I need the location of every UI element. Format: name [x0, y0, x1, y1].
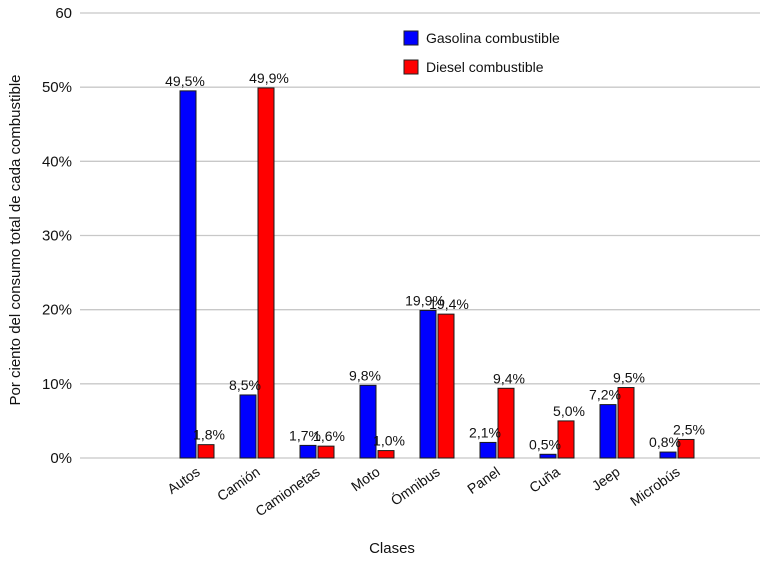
y-tick-label: 10%	[42, 376, 72, 393]
data-label-gasolina: 9,8%	[349, 367, 381, 383]
x-category-label: Microbús	[627, 463, 683, 509]
x-category-label: Camión	[214, 463, 263, 504]
data-label-diesel: 1,6%	[313, 428, 345, 444]
legend-swatch-gasolina	[403, 30, 419, 46]
bar-diesel	[317, 445, 335, 459]
x-category-label: Ómnibus	[388, 463, 443, 508]
x-category-label: Camionetas	[252, 463, 322, 519]
legend-label-diesel: Diesel combustible	[426, 59, 544, 75]
data-label-diesel: 49,9%	[249, 70, 289, 86]
y-axis-ticks: 0% 10% 20% 30% 40% 50% 60	[42, 5, 72, 467]
bar-gasolina	[599, 404, 617, 459]
bar-gasolina	[539, 453, 557, 459]
bar-diesel	[437, 313, 455, 459]
data-label-diesel: 5,0%	[553, 403, 585, 419]
y-tick-label: 30%	[42, 228, 72, 245]
data-label-gasolina: 49,5%	[165, 73, 205, 89]
bar-diesel	[617, 387, 635, 459]
data-label-gasolina: 8,5%	[229, 377, 261, 393]
legend-label-gasolina: Gasolina combustible	[426, 30, 560, 46]
y-tick-label: 0%	[50, 450, 72, 467]
bar-gasolina	[239, 394, 257, 459]
x-axis-title: Clases	[369, 540, 415, 557]
bar-diesel	[677, 438, 695, 459]
bar-gasolina	[659, 451, 677, 459]
x-category-label: Moto	[348, 463, 383, 494]
data-label-gasolina: 0,8%	[649, 434, 681, 450]
data-label-gasolina: 1,7%	[289, 427, 321, 443]
y-tick-label: 20%	[42, 302, 72, 319]
bar-diesel	[557, 420, 575, 459]
data-label-diesel: 19,4%	[429, 296, 469, 312]
data-label-gasolina: 19,9%	[405, 292, 445, 308]
data-label-diesel: 1,8%	[193, 427, 225, 443]
x-category-label: Cuña	[526, 463, 563, 495]
bar-diesel	[197, 444, 215, 459]
data-label-diesel: 9,5%	[613, 370, 645, 386]
bar-gasolina	[359, 384, 377, 459]
x-category-label: Jeep	[589, 463, 623, 494]
bar-diesel	[377, 450, 395, 459]
bars	[179, 87, 695, 459]
bar-gasolina	[299, 444, 317, 459]
data-label-gasolina: 0,5%	[529, 436, 561, 452]
bar-diesel	[497, 387, 515, 459]
data-label-diesel: 2,5%	[673, 421, 705, 437]
bar-gasolina	[479, 441, 497, 459]
x-category-label: Panel	[464, 463, 503, 497]
data-label-diesel: 9,4%	[493, 370, 525, 386]
y-tick-label: 40%	[42, 153, 72, 170]
y-axis-title: Por ciento del consumo total de cada com…	[7, 74, 24, 405]
bar-diesel	[257, 87, 275, 459]
data-labels: 49,5% 1,8% 8,5% 49,9% 1,7%1,6% 9,8% 1,0% 19,9%1…	[165, 70, 705, 452]
data-label-gasolina: 2,1%	[469, 424, 501, 440]
y-tick-label: 60	[55, 5, 72, 22]
bar-gasolina	[419, 309, 437, 459]
data-label-diesel: 1,0%	[373, 433, 405, 449]
data-label-gasolina: 7,2%	[589, 387, 621, 403]
y-tick-label: 50%	[42, 79, 72, 96]
legend-swatch-diesel	[403, 59, 419, 75]
bar-gasolina	[179, 90, 197, 459]
x-category-label: Autos	[164, 463, 203, 497]
legend: Gasolina combustible Diesel combustible	[403, 30, 560, 75]
